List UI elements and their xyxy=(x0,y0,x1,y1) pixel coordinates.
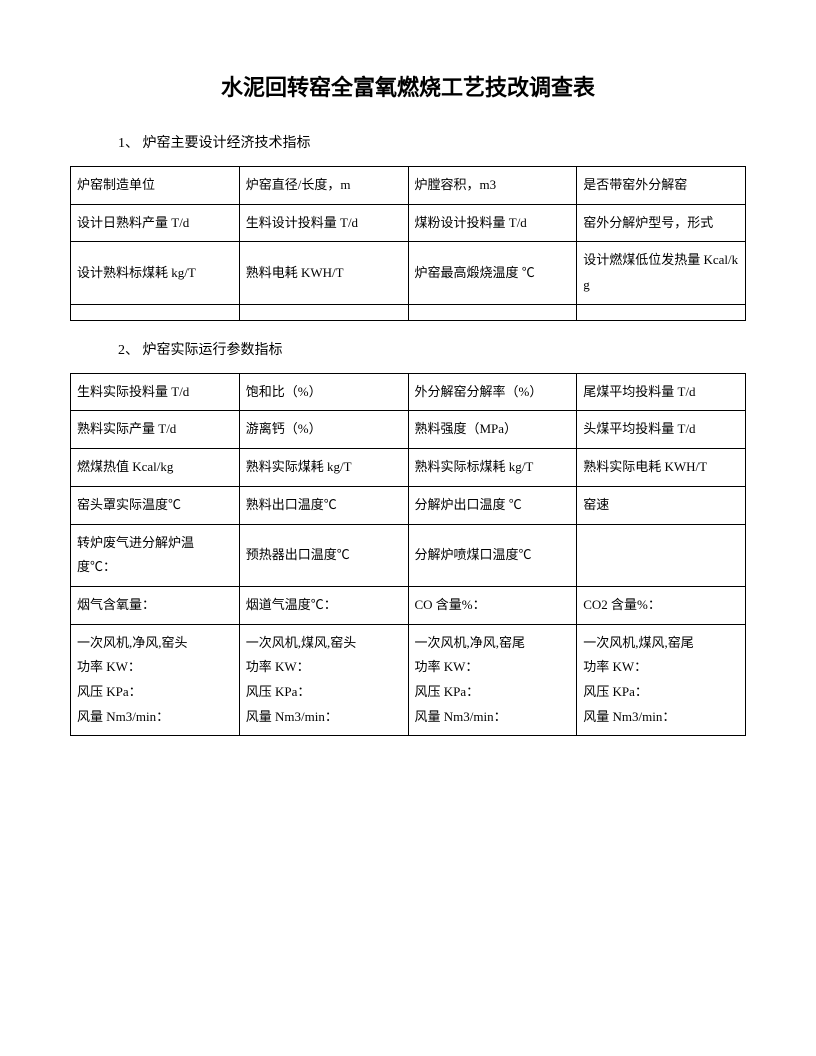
cell: 窑外分解炉型号，形式 xyxy=(577,204,746,242)
cell: CO 含量%： xyxy=(408,586,577,624)
cell: 一次风机,净风,窑头功率 KW：风压 KPa：风量 Nm3/min： xyxy=(71,624,240,736)
cell: 游离钙（%） xyxy=(239,411,408,449)
cell: 设计熟料标煤耗 kg/T xyxy=(71,242,240,304)
cell: 窑头罩实际温度℃ xyxy=(71,486,240,524)
page-title: 水泥回转窑全富氧燃烧工艺技改调查表 xyxy=(70,70,746,102)
cell: 熟料电耗 KWH/T xyxy=(239,242,408,304)
table-row: 窑头罩实际温度℃ 熟料出口温度℃ 分解炉出口温度 ℃ 窑速 xyxy=(71,486,746,524)
table-row: 转炉废气进分解炉温度℃： 预热器出口温度℃ 分解炉喷煤口温度℃ xyxy=(71,524,746,586)
cell: 生料设计投料量 T/d xyxy=(239,204,408,242)
cell: 熟料实际电耗 KWH/T xyxy=(577,449,746,487)
cell: 生料实际投料量 T/d xyxy=(71,373,240,411)
cell: 一次风机,净风,窑尾功率 KW：风压 KPa：风量 Nm3/min： xyxy=(408,624,577,736)
table-row: 熟料实际产量 T/d 游离钙（%） 熟料强度（MPa） 头煤平均投料量 T/d xyxy=(71,411,746,449)
cell: 熟料强度（MPa） xyxy=(408,411,577,449)
cell: 转炉废气进分解炉温度℃： xyxy=(71,524,240,586)
cell: 熟料实际煤耗 kg/T xyxy=(239,449,408,487)
section1-header: 1、 炉窑主要设计经济技术指标 xyxy=(118,132,746,152)
cell: 熟料实际标煤耗 kg/T xyxy=(408,449,577,487)
cell: 炉膛容积，m3 xyxy=(408,167,577,205)
cell: 分解炉出口温度 ℃ xyxy=(408,486,577,524)
cell: 一次风机,煤风,窑尾功率 KW：风压 KPa：风量 Nm3/min： xyxy=(577,624,746,736)
cell: 头煤平均投料量 T/d xyxy=(577,411,746,449)
table-row: 设计日熟料产量 T/d 生料设计投料量 T/d 煤粉设计投料量 T/d 窑外分解… xyxy=(71,204,746,242)
cell xyxy=(577,304,746,320)
table-row: 炉窑制造单位 炉窑直径/长度，m 炉膛容积，m3 是否带窑外分解窑 xyxy=(71,167,746,205)
table2: 生料实际投料量 T/d 饱和比（%） 外分解窑分解率（%） 尾煤平均投料量 T/… xyxy=(70,373,746,737)
table-row: 生料实际投料量 T/d 饱和比（%） 外分解窑分解率（%） 尾煤平均投料量 T/… xyxy=(71,373,746,411)
cell: 一次风机,煤风,窑头功率 KW：风压 KPa：风量 Nm3/min： xyxy=(239,624,408,736)
cell: 熟料实际产量 T/d xyxy=(71,411,240,449)
cell xyxy=(71,304,240,320)
cell: 分解炉喷煤口温度℃ xyxy=(408,524,577,586)
cell: 是否带窑外分解窑 xyxy=(577,167,746,205)
cell: 燃煤热值 Kcal/kg xyxy=(71,449,240,487)
cell xyxy=(577,524,746,586)
cell: 炉窑制造单位 xyxy=(71,167,240,205)
cell xyxy=(408,304,577,320)
table-row: 燃煤热值 Kcal/kg 熟料实际煤耗 kg/T 熟料实际标煤耗 kg/T 熟料… xyxy=(71,449,746,487)
cell: 设计燃煤低位发热量 Kcal/kg xyxy=(577,242,746,304)
cell: 烟气含氧量： xyxy=(71,586,240,624)
cell: 窑速 xyxy=(577,486,746,524)
cell: CO2 含量%： xyxy=(577,586,746,624)
cell: 尾煤平均投料量 T/d xyxy=(577,373,746,411)
table-row: 设计熟料标煤耗 kg/T 熟料电耗 KWH/T 炉窑最高煅烧温度 ℃ 设计燃煤低… xyxy=(71,242,746,304)
cell: 炉窑最高煅烧温度 ℃ xyxy=(408,242,577,304)
cell: 外分解窑分解率（%） xyxy=(408,373,577,411)
section2-header: 2、 炉窑实际运行参数指标 xyxy=(118,339,746,359)
cell: 烟道气温度℃： xyxy=(239,586,408,624)
cell: 饱和比（%） xyxy=(239,373,408,411)
cell xyxy=(239,304,408,320)
cell: 预热器出口温度℃ xyxy=(239,524,408,586)
cell: 熟料出口温度℃ xyxy=(239,486,408,524)
cell: 炉窑直径/长度，m xyxy=(239,167,408,205)
cell: 设计日熟料产量 T/d xyxy=(71,204,240,242)
table-row: 烟气含氧量： 烟道气温度℃： CO 含量%： CO2 含量%： xyxy=(71,586,746,624)
table-row xyxy=(71,304,746,320)
table-row: 一次风机,净风,窑头功率 KW：风压 KPa：风量 Nm3/min： 一次风机,… xyxy=(71,624,746,736)
table1: 炉窑制造单位 炉窑直径/长度，m 炉膛容积，m3 是否带窑外分解窑 设计日熟料产… xyxy=(70,166,746,321)
cell: 煤粉设计投料量 T/d xyxy=(408,204,577,242)
